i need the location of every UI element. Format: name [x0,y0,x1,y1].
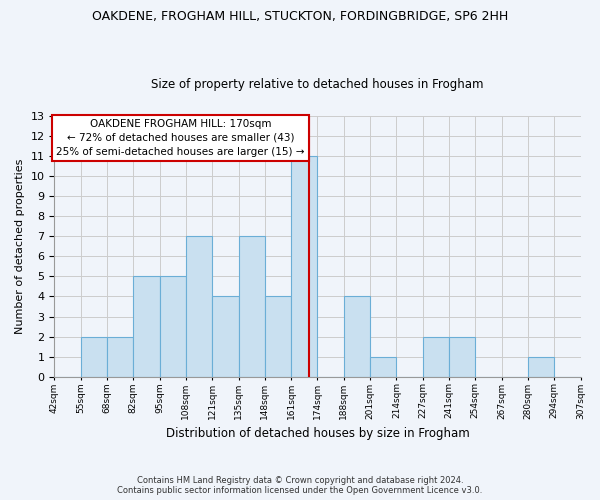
Bar [212,296,239,376]
Bar [449,336,475,376]
X-axis label: Distribution of detached houses by size in Frogham: Distribution of detached houses by size … [166,427,469,440]
Bar [186,236,212,376]
Bar [528,356,554,376]
Bar [291,156,317,376]
Bar [344,296,370,376]
Bar [370,356,397,376]
Text: OAKDENE FROGHAM HILL: 170sqm
← 72% of detached houses are smaller (43)
25% of se: OAKDENE FROGHAM HILL: 170sqm ← 72% of de… [56,119,305,157]
Bar [107,336,133,376]
Text: OAKDENE, FROGHAM HILL, STUCKTON, FORDINGBRIDGE, SP6 2HH: OAKDENE, FROGHAM HILL, STUCKTON, FORDING… [92,10,508,23]
Bar [81,336,107,376]
Bar [160,276,186,376]
Bar [239,236,265,376]
Bar [133,276,160,376]
Bar [265,296,291,376]
Title: Size of property relative to detached houses in Frogham: Size of property relative to detached ho… [151,78,484,91]
Text: Contains HM Land Registry data © Crown copyright and database right 2024.
Contai: Contains HM Land Registry data © Crown c… [118,476,482,495]
Bar [422,336,449,376]
Y-axis label: Number of detached properties: Number of detached properties [15,158,25,334]
